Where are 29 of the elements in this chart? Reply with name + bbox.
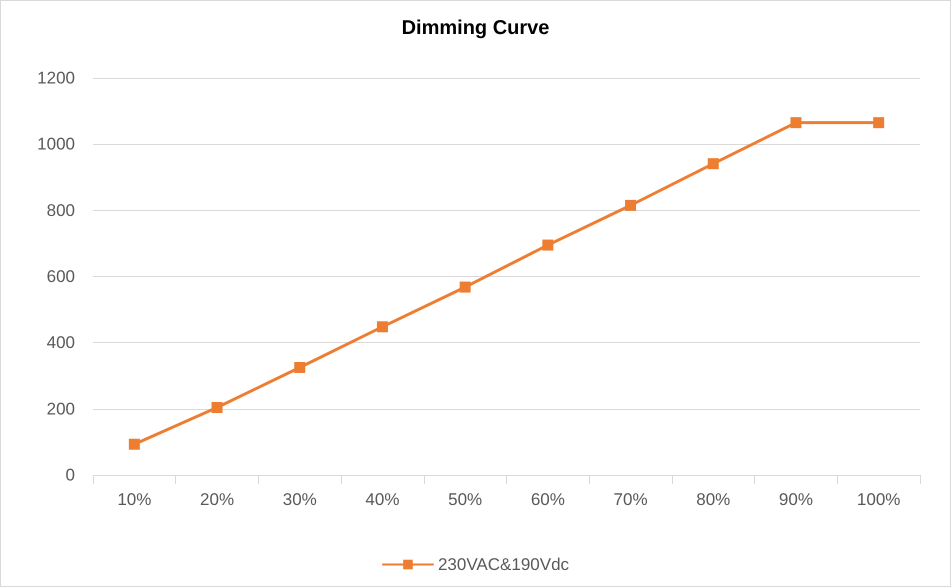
point (128, 438, 140, 450)
x-tick-label: 50% (448, 490, 482, 509)
point (790, 117, 802, 128)
point (542, 240, 554, 251)
x-tick-label: 40% (365, 490, 400, 509)
x-tick-label: 60% (530, 490, 565, 509)
point (708, 158, 719, 170)
point (294, 362, 306, 373)
point (212, 402, 223, 414)
x-tick-label: 100% (856, 490, 900, 509)
point (873, 117, 884, 128)
x-tick-label: 70% (614, 490, 648, 509)
x-tick-label: 10% (117, 490, 152, 509)
y-tick-label: 200 (46, 399, 75, 418)
y-tick-label: 0 (66, 466, 75, 484)
y-tick-label: 600 (46, 267, 75, 286)
point (376, 321, 388, 332)
y-tick-label: 800 (46, 200, 75, 220)
y-tick-label: 1200 (37, 68, 75, 88)
x-tick-label: 80% (696, 490, 730, 509)
point (460, 282, 471, 293)
point (625, 200, 636, 211)
legend-label: 230VAC&190Vdc (438, 555, 570, 574)
x-tick-label: 20% (200, 490, 234, 509)
y-tick-label: 400 (46, 333, 75, 352)
x-tick-label: 90% (778, 490, 813, 509)
chart-title: Dimming Curve (402, 17, 550, 39)
y-tick-label: 1000 (37, 134, 75, 154)
x-tick-label: 30% (282, 490, 317, 509)
